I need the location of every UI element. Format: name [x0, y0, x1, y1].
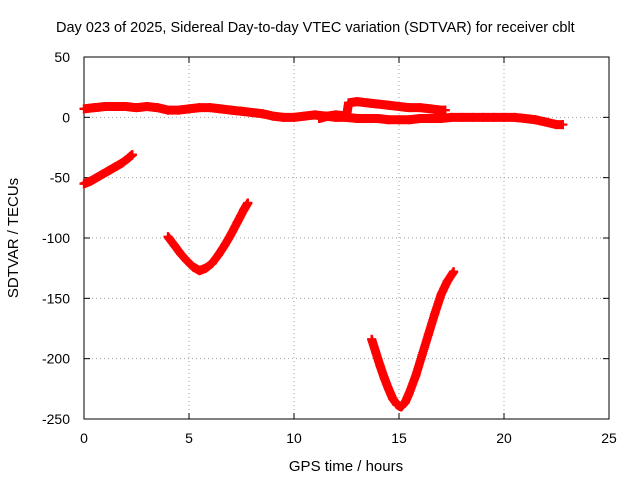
y-tick-label: -100 — [42, 230, 70, 246]
x-tick-label: 15 — [391, 430, 407, 446]
series-2 — [314, 97, 450, 124]
y-tick-label: -250 — [42, 411, 70, 427]
x-tick-label: 25 — [601, 430, 617, 446]
y-tick-label: 50 — [54, 49, 70, 65]
y-axis-title: SDTVAR / TECUs — [5, 178, 22, 298]
series-marker-trail — [163, 198, 253, 276]
series-marker-trail — [367, 267, 459, 412]
x-tick-label: 0 — [80, 430, 88, 446]
y-tick-label: 0 — [62, 109, 70, 125]
data-series — [79, 97, 568, 412]
series-marker-trail — [79, 101, 568, 130]
y-tick-label: -150 — [42, 290, 70, 306]
axis-ticks: 0 5 10 15 20 25 50 0 -50 -100 -150 -200 -250 — [42, 49, 617, 446]
series-1 — [79, 101, 568, 130]
series-marker-trail — [314, 97, 450, 124]
x-tick-label: 10 — [286, 430, 302, 446]
x-tick-label: 20 — [496, 430, 512, 446]
x-axis-title: GPS time / hours — [289, 458, 403, 475]
x-tick-label: 5 — [185, 430, 193, 446]
series-5 — [367, 267, 459, 412]
series-4 — [163, 198, 253, 276]
y-tick-label: -50 — [50, 170, 70, 186]
y-tick-label: -200 — [42, 351, 70, 367]
series-3 — [79, 150, 137, 189]
chart-title: Day 023 of 2025, Sidereal Day-to-day VTE… — [56, 20, 575, 36]
series-marker-trail — [79, 150, 137, 189]
